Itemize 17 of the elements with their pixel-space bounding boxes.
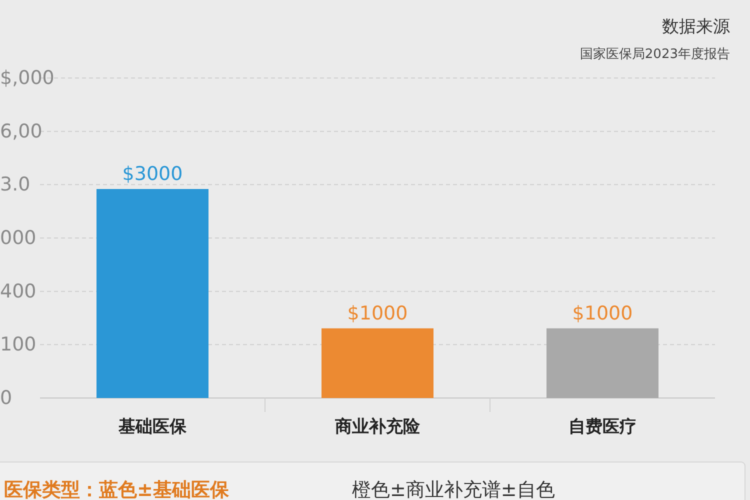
text: 3.0 xyxy=(0,174,30,196)
text: 6,00 xyxy=(0,120,42,142)
chart-subtitle: 国家医保局2023年度报告 xyxy=(580,46,730,62)
text: 医保类型：蓝色±基础医保 xyxy=(4,479,230,500)
data-label: $3000 xyxy=(122,163,183,185)
text: $,000 xyxy=(0,67,54,89)
text: 0 xyxy=(0,387,12,409)
x-tick-label: 基础医保 xyxy=(118,417,188,437)
x-tick-label: 自费医疗 xyxy=(568,417,636,437)
text: 400 xyxy=(0,280,36,302)
text: 橙色±商业补充谱±自色 xyxy=(352,479,555,500)
chart-title: 数据来源 xyxy=(662,17,730,37)
text: 100 xyxy=(0,334,36,356)
text: 000 xyxy=(0,227,36,249)
x-tick-label: 商业补充险 xyxy=(334,417,421,437)
data-label: $1000 xyxy=(572,302,633,324)
data-label: $1000 xyxy=(347,302,408,324)
